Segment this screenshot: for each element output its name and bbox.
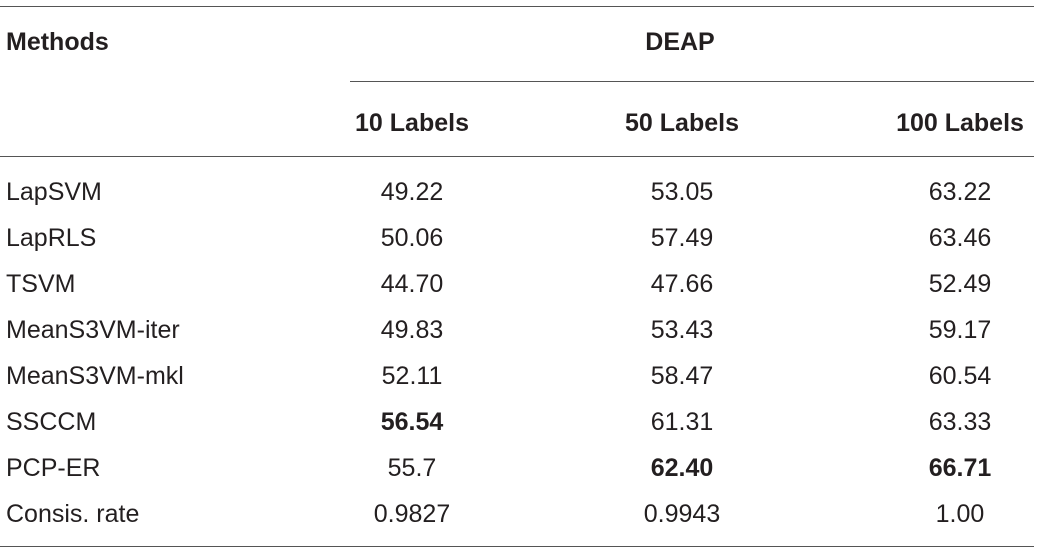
value-cell: 55.7 <box>387 454 437 482</box>
value-cell: 63.22 <box>928 178 992 206</box>
method-name-cell: MeanS3VM-mkl <box>6 362 184 390</box>
value-cell: 52.49 <box>928 270 992 298</box>
value-cell: 57.49 <box>650 224 714 252</box>
value-cell: 61.31 <box>650 408 714 436</box>
value-cell: 58.47 <box>650 362 714 390</box>
value-cell: 63.46 <box>928 224 992 252</box>
value-cell: 56.54 <box>380 408 444 436</box>
value-cell: 53.43 <box>650 316 714 344</box>
value-cell: 0.9827 <box>373 500 451 528</box>
value-cell: 52.11 <box>381 362 443 390</box>
method-name-cell: MeanS3VM-iter <box>6 316 180 344</box>
value-cell: 44.70 <box>380 270 444 298</box>
method-name-cell: PCP-ER <box>6 454 101 482</box>
value-cell: 62.40 <box>650 454 714 482</box>
group-header-rule <box>350 81 1034 82</box>
value-cell: 59.17 <box>928 316 992 344</box>
value-cell: 47.66 <box>650 270 714 298</box>
column-header-10-labels: 10 Labels <box>355 109 469 137</box>
value-cell: 50.06 <box>380 224 444 252</box>
value-cell: 49.22 <box>380 178 444 206</box>
value-cell: 53.05 <box>650 178 714 206</box>
method-name-cell: LapRLS <box>6 224 97 252</box>
column-header-100-labels: 100 Labels <box>896 109 1024 137</box>
method-name-cell: TSVM <box>6 270 76 298</box>
value-cell: 1.00 <box>935 500 985 528</box>
column-header-50-labels: 50 Labels <box>625 109 739 137</box>
header-bottom-rule <box>0 156 1034 157</box>
deap-group-header: DEAP <box>645 28 715 56</box>
methods-header: Methods <box>6 28 109 56</box>
method-name-cell: LapSVM <box>6 178 102 206</box>
value-cell: 63.33 <box>928 408 992 436</box>
method-name-cell: SSCCM <box>6 408 97 436</box>
value-cell: 49.83 <box>380 316 444 344</box>
value-cell: 66.71 <box>928 454 992 482</box>
value-cell: 60.54 <box>928 362 992 390</box>
value-cell: 0.9943 <box>643 500 721 528</box>
method-name-cell: Consis. rate <box>6 500 140 528</box>
table-bottom-rule <box>0 546 1034 547</box>
table-top-rule <box>0 6 1034 7</box>
